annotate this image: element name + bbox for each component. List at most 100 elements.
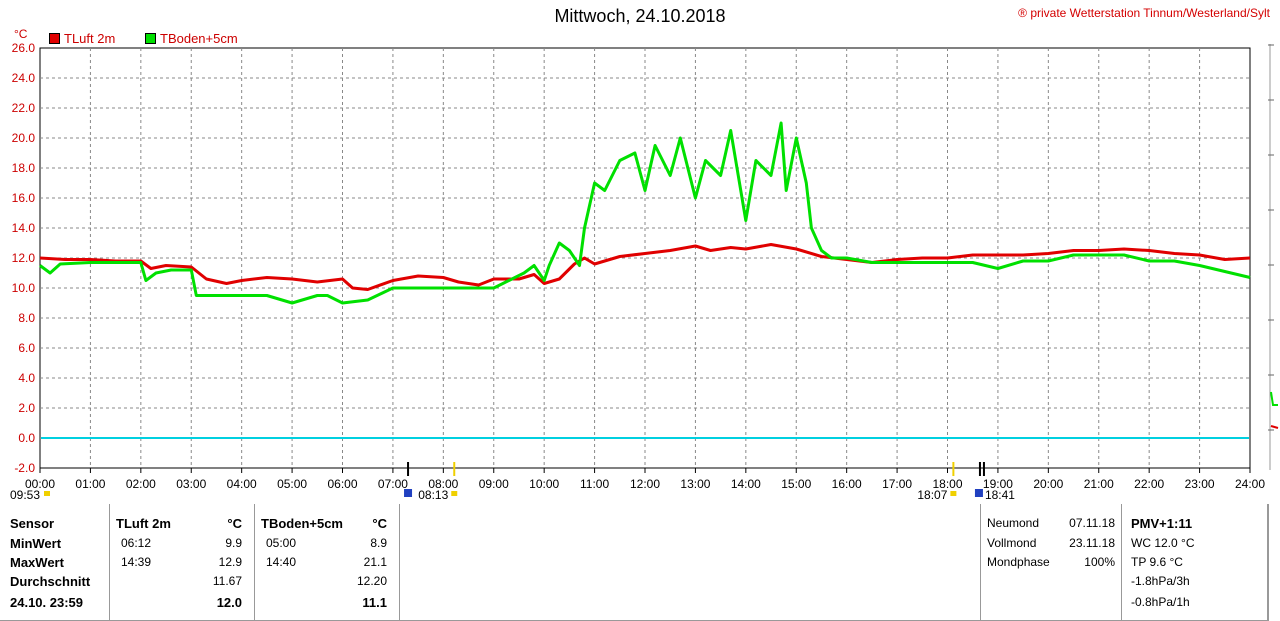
y-tick-label: 14.0 <box>12 221 36 235</box>
x-tick-label: 23:00 <box>1185 477 1215 491</box>
y-tick-label: 16.0 <box>12 191 36 205</box>
legend-label-tboden: TBoden+5cm <box>160 31 238 46</box>
credit-text: ® private Wetterstation Tinnum/Westerlan… <box>1018 6 1270 20</box>
right-strip-red <box>1270 425 1279 429</box>
legend-item-tboden: TBoden+5cm <box>145 31 238 46</box>
right-strip-green <box>1270 391 1278 406</box>
col2-min: 8.9 <box>370 536 387 550</box>
right-scroll-strip <box>1268 504 1280 621</box>
col2-max-time: 14:40 <box>266 555 297 569</box>
col1-unit: °C <box>227 516 242 531</box>
x-tick-label: 15:00 <box>781 477 811 491</box>
y-tick-label: 22.0 <box>12 101 36 115</box>
moon-icon <box>404 489 413 497</box>
col1-min: 9.9 <box>225 536 242 550</box>
legend-label-tluft: TLuft 2m <box>64 31 116 46</box>
y-tick-label: 10.0 <box>12 281 36 295</box>
moon-phase-label: Mondphase <box>987 555 1050 569</box>
pmv-tp: TP 9.6 °C <box>1131 555 1183 569</box>
sun-icon <box>451 491 458 496</box>
sunset-time: 18:07 <box>917 488 947 502</box>
col1-min-time: 06:12 <box>121 536 152 550</box>
new-moon-date: 07.11.18 <box>1069 516 1115 530</box>
pmv-wc: WC 12.0 °C <box>1131 536 1195 550</box>
avg-label: Durchschnitt <box>10 574 91 589</box>
y-tick-label: 24.0 <box>12 71 36 85</box>
x-tick-label: 10:00 <box>529 477 559 491</box>
max-label: MaxWert <box>10 555 64 570</box>
y-tick-label: 8.0 <box>18 311 35 325</box>
chart-title: Mittwoch, 24.10.2018 <box>554 6 726 26</box>
series-line-tboden <box>39 121 1251 305</box>
x-tick-label: 13:00 <box>680 477 710 491</box>
col2-avg: 12.20 <box>356 574 387 588</box>
sunrise-time: 08:13 <box>418 488 448 502</box>
x-tick-label: 19:00 <box>983 477 1013 491</box>
x-tick-label: 11:00 <box>580 477 609 491</box>
x-tick-label: 03:00 <box>176 477 206 491</box>
col2-name: TBoden+5cm <box>261 516 343 531</box>
x-tick-label: 05:00 <box>277 477 307 491</box>
last-label: 24.10. 23:59 <box>10 595 84 610</box>
legend-swatch-red <box>49 33 60 44</box>
y-tick-label: 6.0 <box>18 341 35 355</box>
stats-labels-panel: Sensor MinWert MaxWert Durchschnitt 24.1… <box>0 504 110 621</box>
col1-max-time: 14:39 <box>121 555 152 569</box>
stats-empty-area <box>400 504 980 621</box>
x-tick-label: 20:00 <box>1033 477 1063 491</box>
moonrise-time: 09:53 <box>10 488 40 502</box>
y-tick-label: -2.0 <box>14 461 35 475</box>
x-tick-label: 12:00 <box>630 477 660 491</box>
x-tick-label: 14:00 <box>731 477 761 491</box>
min-label: MinWert <box>10 536 62 551</box>
x-tick-label: 17:00 <box>882 477 912 491</box>
y-tick-label: 12.0 <box>12 251 36 265</box>
pmv-panel: PMV+1:11 WC 12.0 °C TP 9.6 °C -1.8hPa/3h… <box>1122 504 1268 621</box>
y-tick-label: 0.0 <box>18 431 35 445</box>
y-unit-label: °C <box>14 27 28 41</box>
legend-item-tluft: TLuft 2m <box>49 31 115 46</box>
moon-panel: Neumond 07.11.18 Vollmond 23.11.18 Mondpha… <box>980 504 1122 621</box>
pmv-title: PMV+1:11 <box>1131 516 1193 531</box>
x-tick-label: 09:00 <box>479 477 509 491</box>
y-tick-label: 20.0 <box>12 131 36 145</box>
x-tick-label: 18:00 <box>932 477 962 491</box>
x-tick-label: 22:00 <box>1134 477 1164 491</box>
col2-unit: °C <box>372 516 387 531</box>
x-tick-label: 01:00 <box>75 477 105 491</box>
pmv-pressure-3h: -1.8hPa/3h <box>1131 574 1190 588</box>
x-tick-label: 00:00 <box>25 477 55 491</box>
col2-min-time: 05:00 <box>266 536 297 550</box>
x-tick-label: 24:00 <box>1235 477 1265 491</box>
col1-avg: 11.67 <box>212 574 242 588</box>
y-tick-label: 18.0 <box>12 161 36 175</box>
sun-icon <box>950 491 957 496</box>
y-tick-label: 4.0 <box>18 371 35 385</box>
full-moon-label: Vollmond <box>987 536 1037 550</box>
new-moon-label: Neumond <box>987 516 1040 530</box>
moon-phase-value: 100% <box>1084 555 1115 569</box>
moon-icon <box>44 491 50 496</box>
temperature-chart: -2.0 0.0 2.0 4.0 6.0 8.0 10.0 12.0 14.0 16.0 18.0 2… <box>10 41 1279 502</box>
x-tick-label: 08:00 <box>428 477 458 491</box>
col1-name: TLuft 2m <box>116 516 171 531</box>
stats-tboden-panel: TBoden+5cm °C 05:00 8.9 14:40 21.1 12.20 11… <box>255 504 400 621</box>
moon-icon <box>974 489 983 497</box>
x-tick-label: 02:00 <box>126 477 156 491</box>
x-tick-label: 07:00 <box>378 477 408 491</box>
moonset-time: 18:41 <box>985 488 1015 502</box>
y-tick-label: 26.0 <box>12 41 36 55</box>
x-tick-label: 21:00 <box>1084 477 1114 491</box>
col1-max: 12.9 <box>218 555 242 569</box>
stats-tluft-panel: TLuft 2m °C 06:12 9.9 14:39 12.9 11.67 12.0 <box>110 504 255 621</box>
x-tick-label: 04:00 <box>227 477 257 491</box>
col2-last: 11.1 <box>362 595 387 610</box>
full-moon-date: 23.11.18 <box>1069 536 1115 550</box>
col1-last: 12.0 <box>216 595 242 610</box>
legend-swatch-green <box>145 33 156 44</box>
sensor-label: Sensor <box>10 516 55 531</box>
y-tick-label: 2.0 <box>18 401 35 415</box>
col2-max: 21.1 <box>363 555 387 569</box>
x-tick-label: 06:00 <box>327 477 357 491</box>
series-line-tluft <box>39 243 1251 291</box>
